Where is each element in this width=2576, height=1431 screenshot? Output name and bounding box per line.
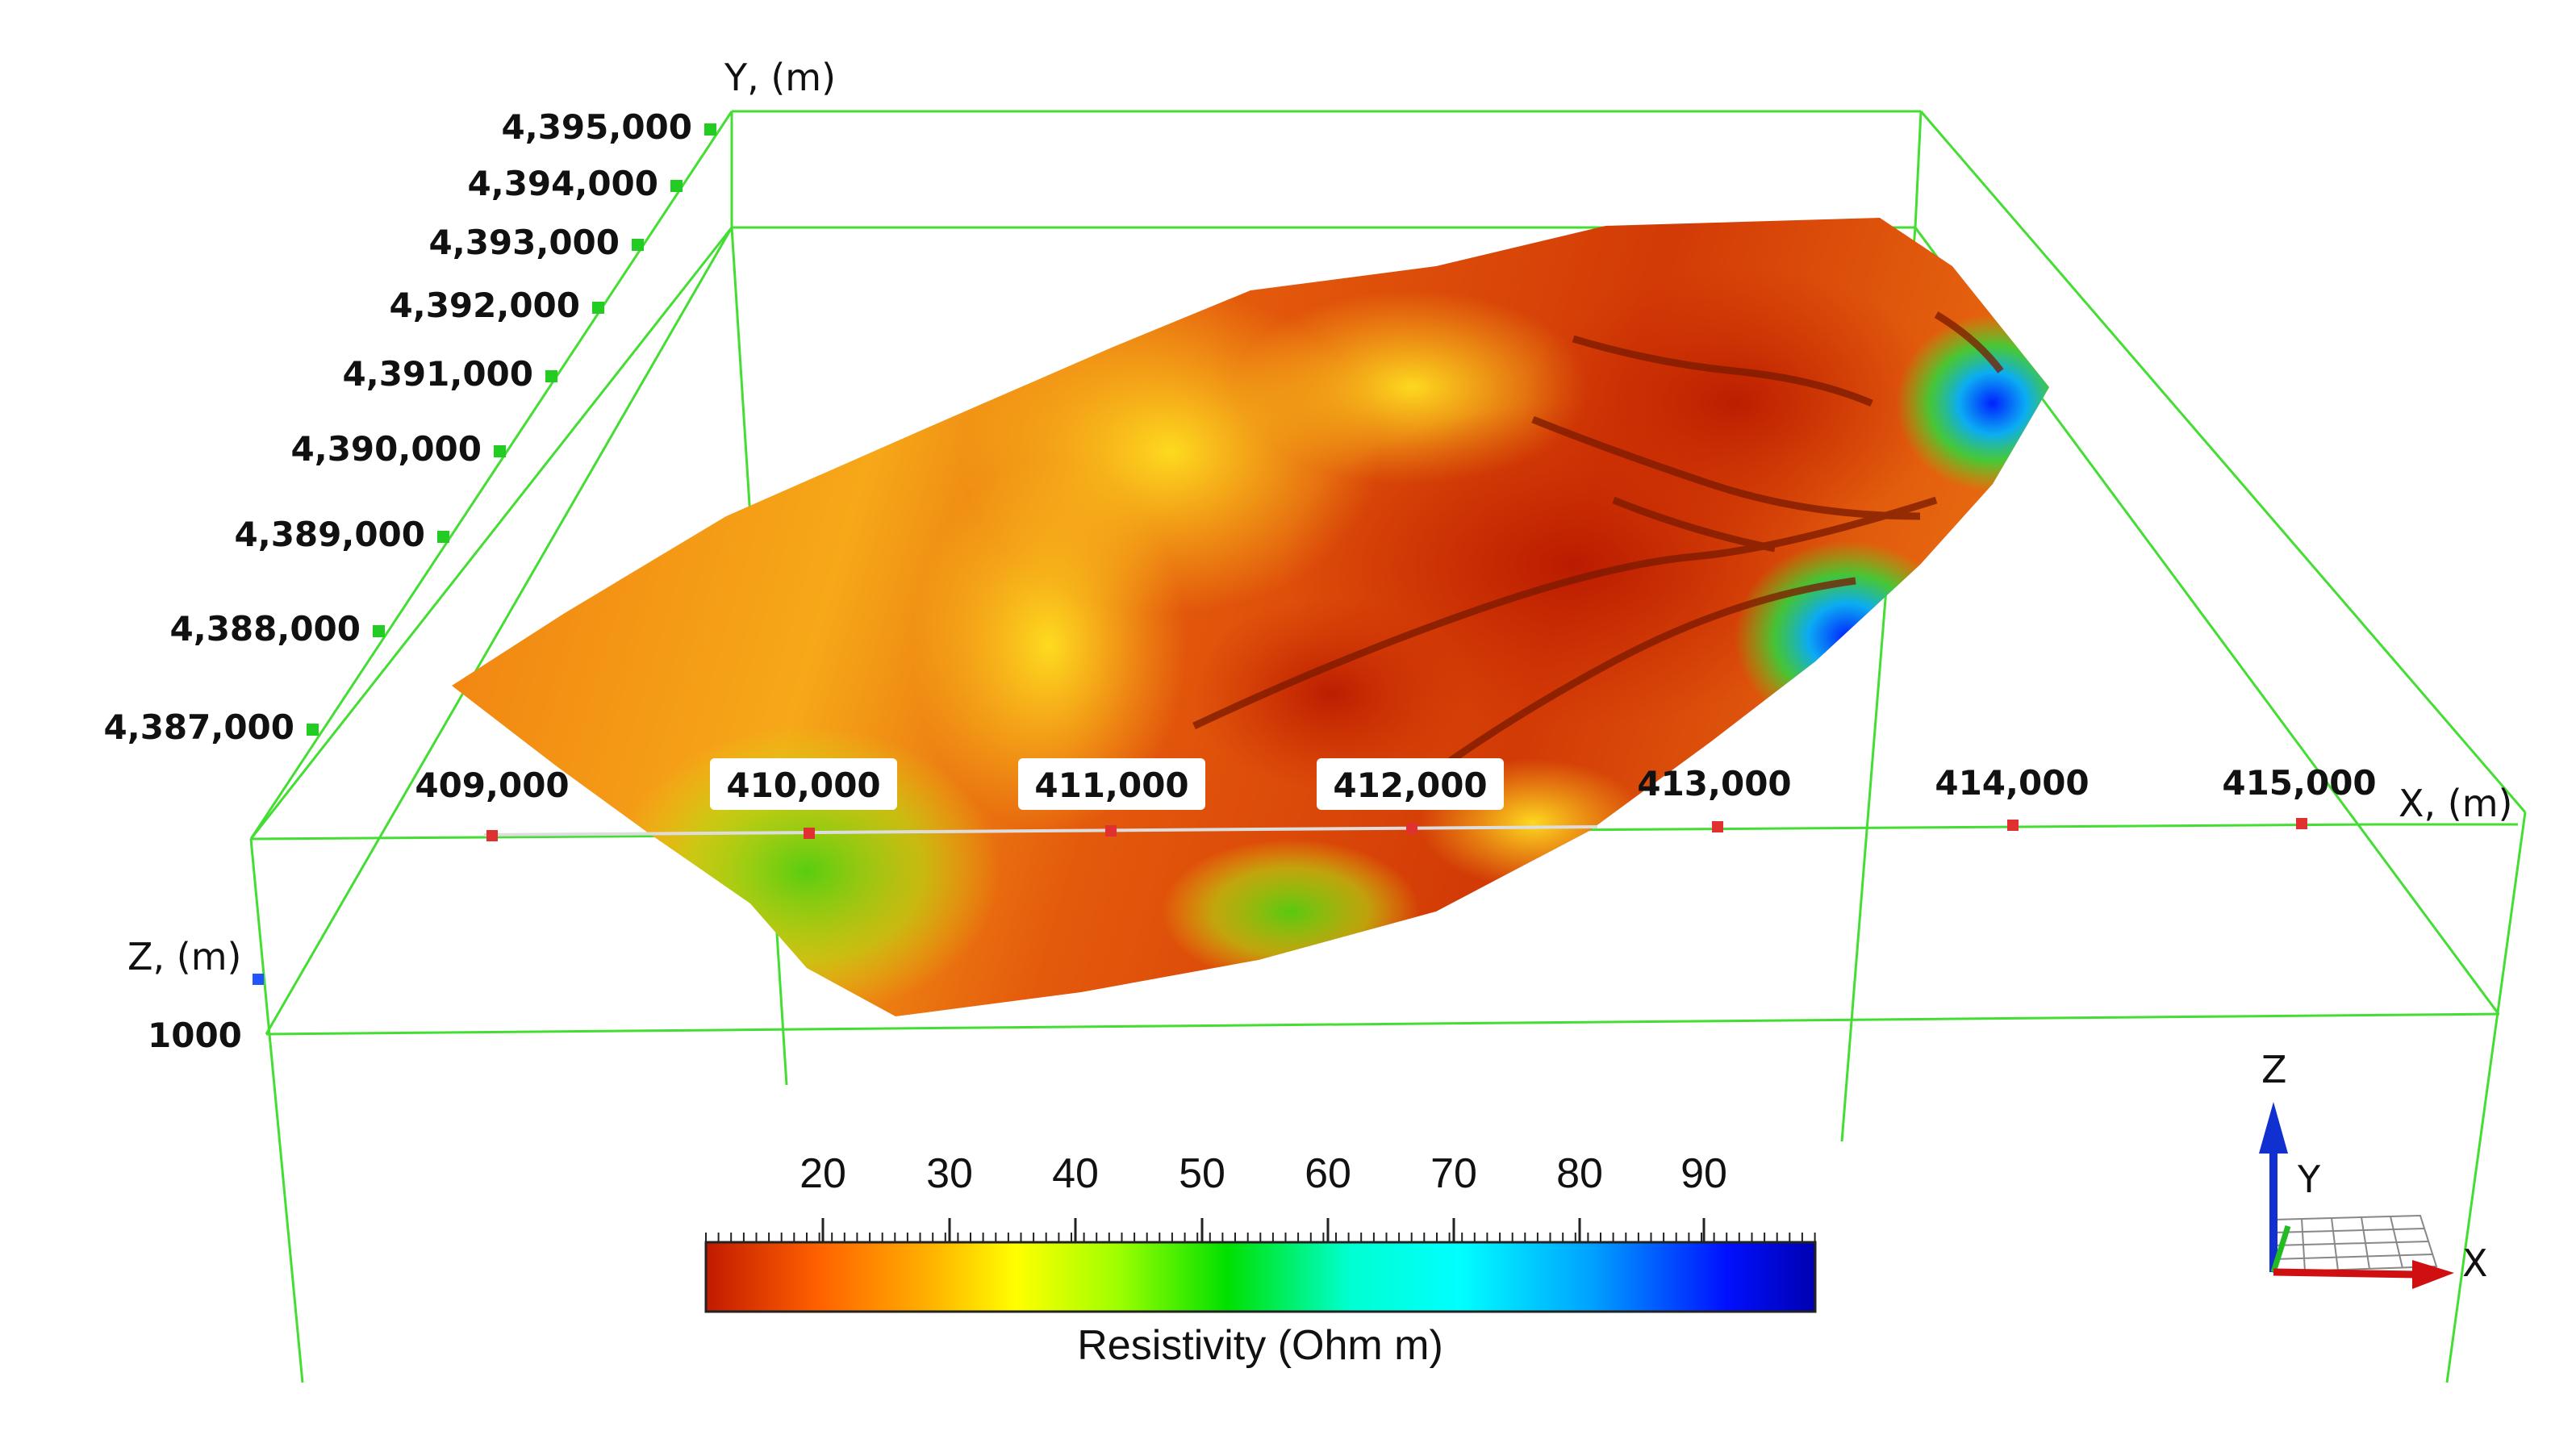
- z-tick-label: 1000: [148, 1016, 242, 1055]
- x-tick-label-bg: [1018, 758, 1205, 810]
- x-axis-title: X, (m): [2399, 782, 2512, 825]
- colorbar-minor-ticks: [705, 1233, 1816, 1242]
- x-tick-label: 415,000: [2222, 763, 2376, 803]
- x-tick-label: 413,000: [1637, 764, 1791, 803]
- y-axis-title: Y, (m): [724, 56, 836, 99]
- y-tick-label: 4,395,000: [502, 107, 692, 147]
- x-tick-mark: [804, 828, 815, 839]
- colorbar-tick-label: 40: [1052, 1150, 1099, 1197]
- colorbar-title: Resistivity (Ohm m): [1077, 1322, 1443, 1369]
- z-axis-title: Z, (m): [127, 935, 241, 978]
- colorbar-gradient: [704, 1241, 1817, 1313]
- colorbar-tick-label: 80: [1556, 1150, 1603, 1197]
- triad-y-label: Y: [2297, 1158, 2321, 1201]
- colorbar-tick-label: 50: [1179, 1150, 1225, 1197]
- y-tick-mark: [373, 625, 385, 637]
- y-tick-label: 4,391,000: [343, 354, 533, 394]
- y-tick-label: 4,394,000: [468, 164, 658, 203]
- x-tick-mark: [2296, 818, 2307, 829]
- colorbar-tick-label: 30: [926, 1150, 973, 1197]
- colorbar-tick-label: 60: [1305, 1150, 1351, 1197]
- resistivity-surface: [452, 218, 2049, 1016]
- x-tick-label: 409,000: [415, 766, 569, 805]
- x-tick-label: 414,000: [1935, 763, 2089, 803]
- triad-z-arrowhead: [2259, 1102, 2288, 1154]
- y-tick-mark: [670, 180, 683, 192]
- colorbar: 20 30 40 50 60 70 80 90 Resistivity (Ohm…: [704, 1150, 1817, 1369]
- x-tick-mark: [1406, 823, 1417, 834]
- triad-x-arrowhead: [2412, 1260, 2454, 1289]
- z-tick-mark: [253, 974, 264, 985]
- x-tick-label: 412,000: [1333, 766, 1487, 805]
- colorbar-tick-label: 70: [1430, 1150, 1477, 1197]
- y-tick-label: 4,388,000: [170, 609, 361, 649]
- y-tick-mark: [632, 239, 644, 251]
- x-tick-mark: [2007, 820, 2019, 831]
- colorbar-tick-label: 20: [800, 1150, 846, 1197]
- triad-x-label: X: [2462, 1241, 2488, 1285]
- y-tick-label: 4,390,000: [291, 429, 482, 469]
- triad-y-axis: [2270, 1224, 2291, 1274]
- x-tick-label-bg: [1317, 758, 1504, 810]
- x-tick-mark: [1105, 825, 1117, 836]
- x-tick-mark: [1712, 821, 1723, 832]
- y-tick-mark: [307, 724, 319, 736]
- orientation-triad: Z Y X: [2259, 1048, 2488, 1289]
- y-tick-mark: [592, 302, 604, 314]
- y-tick-label: 4,389,000: [235, 515, 425, 554]
- x-tick-label: 411,000: [1034, 766, 1188, 805]
- y-axis-ticks: 4,395,000 4,394,000 4,393,000 4,392,000 …: [104, 107, 716, 747]
- colorbar-tick-label: 90: [1680, 1150, 1727, 1197]
- y-tick-mark: [437, 531, 449, 543]
- triad-z-label: Z: [2261, 1048, 2287, 1091]
- triad-grid: [2273, 1214, 2438, 1274]
- x-axis-ticks: 409,000 410,000 411,000 412,000 413,000 …: [415, 758, 2377, 841]
- y-tick-label: 4,393,000: [429, 223, 620, 262]
- y-tick-mark: [545, 370, 557, 382]
- axis-titles: Y, (m) X, (m) Z, (m) 1000: [127, 56, 2512, 1055]
- y-tick-mark: [704, 123, 716, 136]
- y-tick-mark: [494, 445, 506, 457]
- bounding-box: [249, 110, 2527, 1383]
- x-tick-mark: [486, 830, 498, 841]
- triad-x-axis: [2273, 1268, 2417, 1279]
- x-tick-label-bg: [710, 758, 897, 810]
- y-tick-label: 4,387,000: [104, 707, 294, 747]
- x-tick-label: 410,000: [726, 766, 880, 805]
- y-tick-label: 4,392,000: [390, 286, 580, 325]
